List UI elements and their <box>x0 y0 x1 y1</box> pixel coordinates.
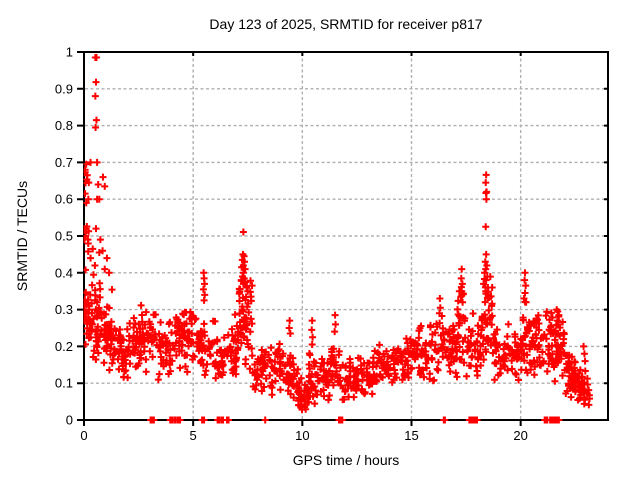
x-tick-label: 10 <box>295 428 309 443</box>
axis-ticks <box>77 51 608 426</box>
y-tick-label: 0.9 <box>55 81 73 96</box>
x-tick-label: 15 <box>404 428 418 443</box>
y-tick-label: 0.4 <box>55 265 73 280</box>
zero-value-points <box>147 416 563 424</box>
chart-title: Day 123 of 2025, SRMTID for receiver p81… <box>209 16 483 32</box>
x-tick-label: 0 <box>80 428 87 443</box>
x-tick-label: 5 <box>190 428 197 443</box>
x-axis-title: GPS time / hours <box>292 452 400 468</box>
y-tick-label: 0.7 <box>55 155 73 170</box>
y-tick-label: 0.6 <box>55 192 73 207</box>
y-tick-label: 1 <box>66 45 73 60</box>
y-tick-label: 0.5 <box>55 229 73 244</box>
y-tick-label: 0.3 <box>55 302 73 317</box>
x-tick-label: 20 <box>513 428 527 443</box>
y-tick-label: 0.2 <box>55 339 73 354</box>
y-tick-label: 0.8 <box>55 118 73 133</box>
y-tick-label: 0.1 <box>55 376 73 391</box>
scatter-points <box>83 54 594 414</box>
y-tick-label: 0 <box>66 413 73 428</box>
